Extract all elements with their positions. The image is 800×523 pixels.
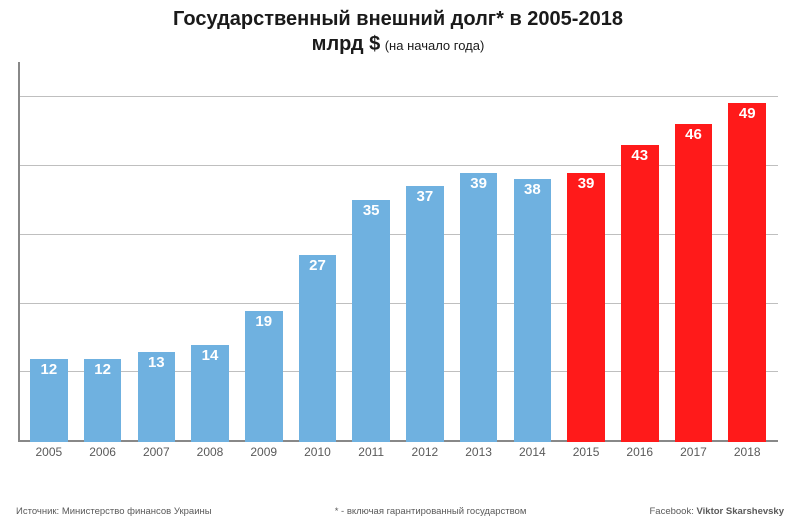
footer-note: * - включая гарантированный государством [335,506,527,517]
x-tick: 2005 [22,442,76,462]
footer-source: Источник: Министерство финансов Украины [16,506,212,517]
bar-slot: 19 [237,62,291,442]
bar-slot: 38 [505,62,559,442]
x-tick: 2010 [291,442,345,462]
x-tick: 2018 [720,442,774,462]
x-tick: 2015 [559,442,613,462]
bar-slot: 35 [344,62,398,442]
bar: 12 [84,359,122,442]
x-tick: 2014 [505,442,559,462]
plot-area: 1212131419273537393839434649 20052006200… [12,62,784,462]
bar-value-label: 12 [41,361,58,378]
bars-container: 12 12 13 14 19 27 35 37 39 38 39 43 46 49 [18,62,778,442]
bar-value-label: 35 [363,202,380,219]
bar-slot: 46 [667,62,721,442]
chart-title-block: Государственный внешний долг* в 2005-201… [12,8,784,56]
x-tick: 2009 [237,442,291,462]
bar-value-label: 19 [255,313,272,330]
bar: 12 [30,359,68,442]
bar: 43 [621,145,659,442]
bar-value-label: 46 [685,126,702,143]
bar: 14 [191,345,229,442]
bar-value-label: 38 [524,181,541,198]
bar-slot: 43 [613,62,667,442]
bar-slot: 14 [183,62,237,442]
bar-value-label: 13 [148,354,165,371]
x-axis: 2005200620072008200920102011201220132014… [18,442,778,462]
bar: 35 [352,200,390,442]
bar-slot: 12 [76,62,130,442]
bar-slot: 27 [291,62,345,442]
bar: 46 [675,124,713,442]
bar-slot: 12 [22,62,76,442]
bar: 27 [299,255,337,442]
bar: 39 [567,173,605,442]
bar-value-label: 39 [578,175,595,192]
x-tick: 2006 [76,442,130,462]
bar-slot: 37 [398,62,452,442]
footer-credit: Facebook: Viktor Skarshevsky [649,506,784,517]
x-tick: 2012 [398,442,452,462]
footer-credit-label: Facebook: [649,506,693,517]
bar-value-label: 12 [94,361,111,378]
x-tick: 2017 [667,442,721,462]
subtitle-big: млрд $ [312,33,381,55]
bar-slot: 39 [559,62,613,442]
bar-slot: 39 [452,62,506,442]
bar-value-label: 37 [417,188,434,205]
bar-slot: 13 [129,62,183,442]
bar: 49 [728,103,766,442]
x-tick: 2013 [452,442,506,462]
bar-value-label: 43 [631,147,648,164]
subtitle-small: (на начало года) [385,38,485,53]
bar: 19 [245,311,283,442]
bar-value-label: 27 [309,257,326,274]
x-tick: 2011 [344,442,398,462]
bar: 39 [460,173,498,442]
footer-credit-name: Viktor Skarshevsky [697,506,785,517]
x-tick: 2007 [129,442,183,462]
x-tick: 2016 [613,442,667,462]
bar-value-label: 49 [739,105,756,122]
x-tick: 2008 [183,442,237,462]
bar: 38 [514,179,552,442]
bar-value-label: 39 [470,175,487,192]
bar: 37 [406,186,444,442]
chart-footer: Источник: Министерство финансов Украины … [16,506,784,517]
bar-slot: 49 [720,62,774,442]
bar: 13 [138,352,176,442]
chart-container: Государственный внешний долг* в 2005-201… [0,0,800,523]
chart-subtitle: млрд $ (на начало года) [12,33,784,56]
bar-value-label: 14 [202,347,219,364]
chart-title: Государственный внешний долг* в 2005-201… [12,8,784,31]
